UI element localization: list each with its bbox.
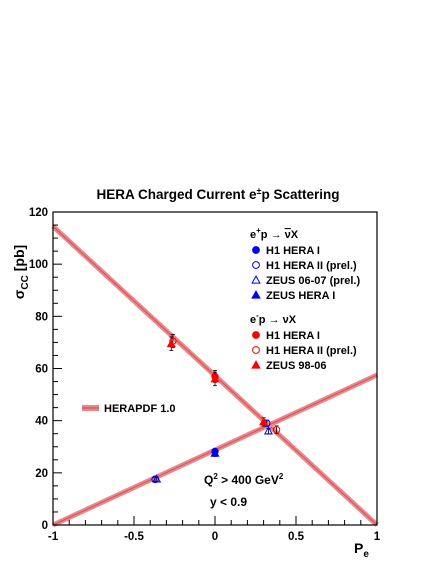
legend-heading-eminus: e-p → νX [250,311,297,326]
legend-label-g1-s2: ZEUS 98-06 [266,360,327,372]
legend-label-g0-s3: ZEUS HERA I [266,290,335,302]
legend-marker-g1-s1 [252,346,260,354]
legend-marker-g0-s2 [251,275,261,284]
chart-title: HERA Charged Current e±p Scattering [97,186,340,202]
y-tick-label: 40 [35,416,48,428]
legend-marker-g0-s3 [251,290,261,299]
y-tick-label: 100 [29,259,48,271]
legend-label-g1-s1: H1 HERA II (prel.) [266,345,357,357]
legend-marker-g1-s2 [251,360,261,369]
legend-label-g0-s1: H1 HERA II (prel.) [266,260,357,272]
legend-heading-eplus: e+p → νX [250,226,299,241]
legend-layer: H1 HERA I H1 HERA II (prel.) ZEUS 06-07 (p… [251,245,360,372]
data-point-g0-s3-p0 [210,448,220,457]
y-tick-label: 120 [29,207,48,219]
y-tick-label: 20 [35,468,48,480]
annotation-q2-cut: Q2 > 400 GeV2 [204,472,284,487]
data-point-g1-s2-p1 [259,417,269,426]
legend-label-g0-s2: ZEUS 06-07 (prel.) [266,275,360,287]
x-tick-label: -1 [48,531,59,543]
data-point-g1-s2-p2 [210,374,220,383]
x-tick-label: 0.5 [288,531,305,543]
data-point-g1-s1-p1 [272,426,281,434]
x-tick-label: 0 [212,531,218,543]
x-tick-label: -0.5 [124,531,144,543]
legend-label-g0-s0: H1 HERA I [266,245,320,257]
tick-labels-layer: -1 -0.5 0 0.5 1 0 20 40 60 80 100 120 [29,207,381,543]
legend-marker-g1-s0 [252,331,260,339]
y-axis-title: σCC [pb] [11,245,31,299]
data-point-g0-s2-p0 [152,474,162,483]
legend-marker-g0-s1 [252,261,260,269]
y-tick-label: 60 [35,364,48,376]
y-tick-label: 80 [35,311,48,323]
legend-label-g1-s0: H1 HERA I [266,330,320,342]
data-point-g1-s2-p0 [166,339,176,348]
legend-marker-g0-s0 [252,246,260,254]
y-tick-label: 0 [42,520,48,532]
data-point-g0-s2-p1 [263,426,273,435]
data-point-g0-s1-p0 [151,475,159,484]
x-tick-label: 1 [374,531,381,543]
annotation-y-cut: y < 0.9 [210,495,247,509]
ticks-layer [52,211,378,526]
points-layer [151,334,281,484]
x-axis-title: Pe [354,540,369,560]
fit-legend-label: HERAPDF 1.0 [104,403,176,415]
